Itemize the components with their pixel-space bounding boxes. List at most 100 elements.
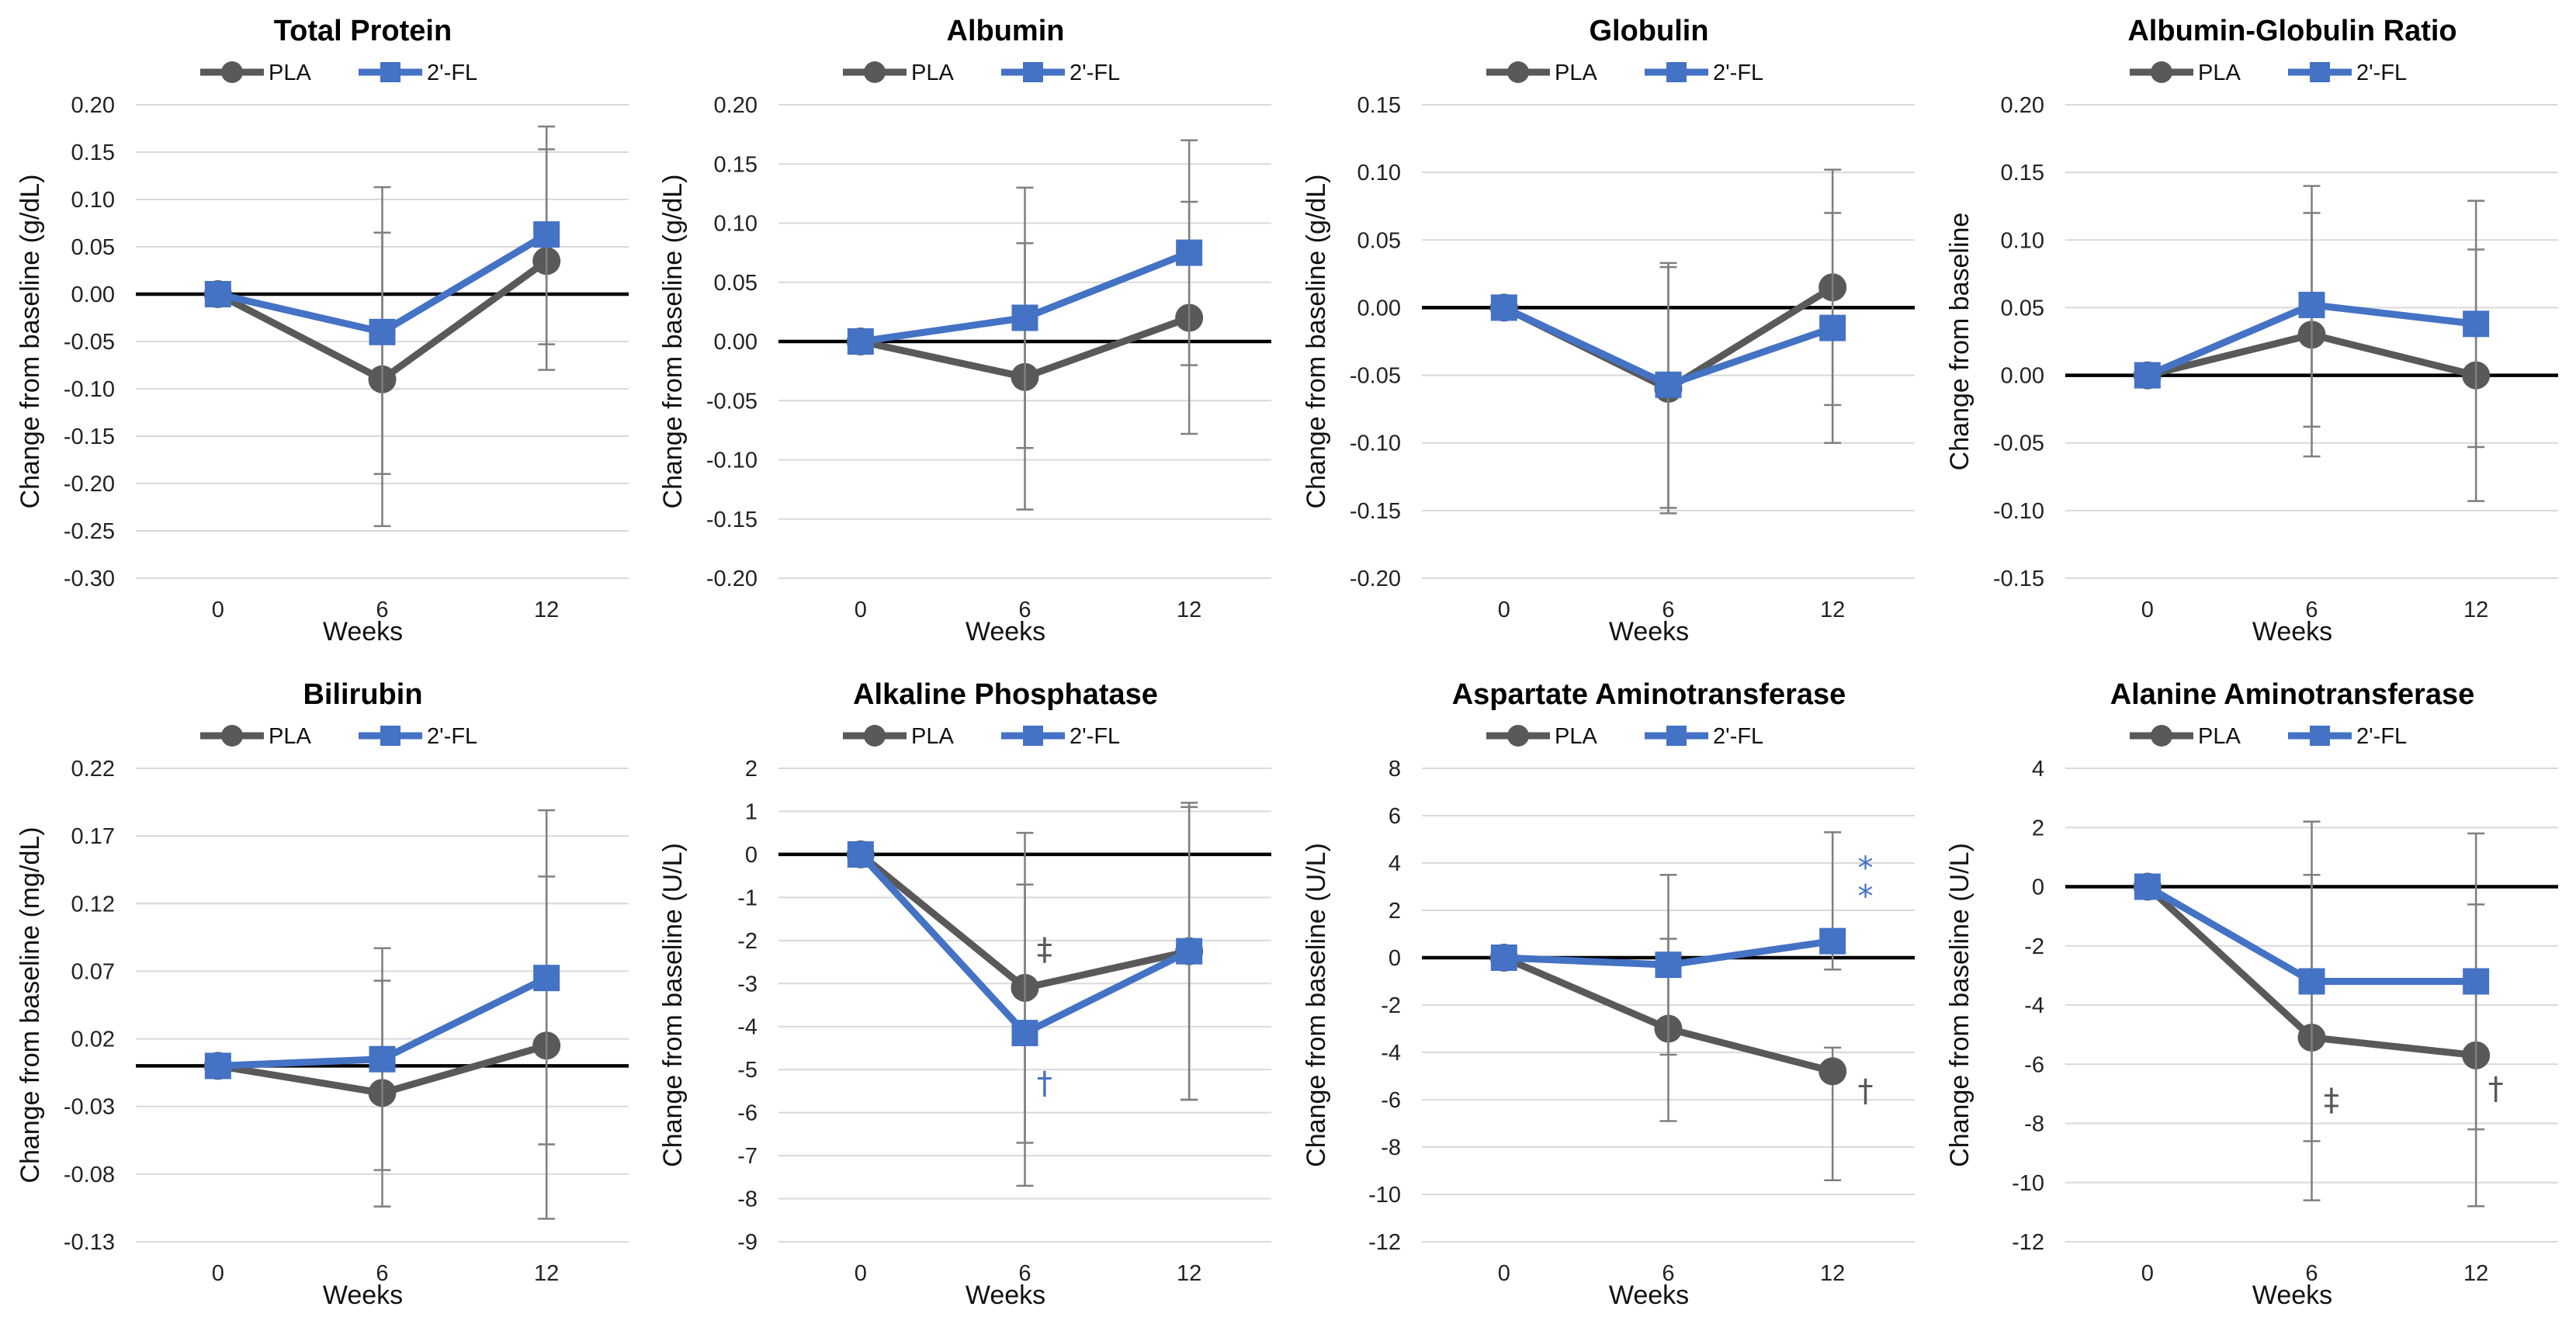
legend-entry-pla: PLA xyxy=(843,724,954,749)
y-tick-label: 0.02 xyxy=(71,1028,115,1052)
y-axis-title: Change from baseline (U/L) xyxy=(1302,843,1331,1167)
chart-panel-4: Albumin-Globulin Ratio PLA 2'-FL -0.15 -0.10… xyxy=(1945,15,2558,646)
y-tick-label: 8 xyxy=(1389,757,1401,782)
y-tick-label: 6 xyxy=(1389,804,1401,829)
data-point-fl-6 xyxy=(2298,968,2325,995)
legend-entry-pla: PLA xyxy=(2130,724,2241,749)
y-tick-label: 2 xyxy=(2032,816,2044,841)
y-tick-label: -4 xyxy=(2024,993,2044,1018)
legend-marker-fl xyxy=(380,62,400,82)
chart-title: Alkaline Phosphatase xyxy=(853,678,1158,711)
y-axis-title: Change from baseline (U/L) xyxy=(1945,843,1974,1167)
data-point-fl-6 xyxy=(1011,304,1038,331)
y-tick-label: -7 xyxy=(737,1144,758,1169)
x-tick-label: 12 xyxy=(1177,598,1201,622)
x-tick-label: 0 xyxy=(2141,1261,2154,1286)
y-tick-label: 0.00 xyxy=(2001,364,2044,389)
legend-entry-pla: PLA xyxy=(1486,724,1597,749)
legend-label-fl: 2'-FL xyxy=(2356,724,2407,749)
legend-marker-pla xyxy=(2151,725,2172,747)
chart-title: Alanine Aminotransferase xyxy=(2110,678,2475,711)
y-tick-label: 0.10 xyxy=(2001,228,2044,253)
x-tick-label: 6 xyxy=(376,1261,388,1286)
legend-marker-fl xyxy=(1023,726,1043,746)
legend-label-fl: 2'-FL xyxy=(1070,724,1120,749)
legend-label-pla: PLA xyxy=(1555,61,1597,85)
legend-label-fl: 2'-FL xyxy=(1713,61,1763,85)
legend-entry-fl: 2'-FL xyxy=(1645,61,1763,85)
x-tick-label: 0 xyxy=(855,598,867,622)
y-tick-label: 0.00 xyxy=(714,330,758,355)
y-tick-label: -2 xyxy=(737,929,758,954)
x-tick-label: 6 xyxy=(1662,598,1674,622)
y-tick-label: 0.15 xyxy=(2001,161,2044,185)
significance-marker: * xyxy=(1858,879,1874,915)
series-fl xyxy=(2134,820,2490,1142)
y-tick-label: 0.07 xyxy=(71,959,115,984)
significance-marker: ‡ xyxy=(1037,932,1052,968)
y-tick-label: -6 xyxy=(737,1101,758,1126)
data-point-fl-0 xyxy=(847,328,874,355)
legend-entry-pla: PLA xyxy=(200,724,311,749)
chart-panel-6: Alkaline Phosphatase PLA 2'-FL -9 -8 -7 -6 -5 -4… xyxy=(658,678,1271,1310)
x-axis-title: Weeks xyxy=(323,1281,403,1310)
y-tick-label: -6 xyxy=(2024,1052,2044,1077)
data-point-fl-6 xyxy=(369,318,396,345)
y-tick-label: -0.25 xyxy=(64,519,115,544)
x-tick-label: 12 xyxy=(1177,1261,1201,1286)
x-tick-label: 12 xyxy=(1820,598,1845,622)
data-point-fl-6 xyxy=(1655,371,1682,398)
legend-entry-pla: PLA xyxy=(843,61,954,85)
legend-marker-pla xyxy=(864,725,886,747)
data-point-fl-6 xyxy=(1655,951,1682,979)
x-tick-label: 6 xyxy=(1018,598,1031,622)
y-tick-label: 0.00 xyxy=(1357,296,1401,321)
legend-marker-pla xyxy=(1507,725,1529,747)
y-tick-label: -2 xyxy=(2024,934,2044,959)
legend-marker-fl xyxy=(1666,62,1687,82)
y-tick-label: 2 xyxy=(745,757,758,782)
series-fl xyxy=(1490,831,1846,1056)
y-axis-title: Change from baseline (g/dL) xyxy=(1302,175,1331,509)
legend-entry-fl: 2'-FL xyxy=(359,724,477,749)
series-fl xyxy=(204,125,560,476)
x-tick-label: 0 xyxy=(212,598,224,622)
y-tick-label: -0.10 xyxy=(706,449,758,473)
y-tick-label: 0.22 xyxy=(71,757,115,782)
legend-entry-pla: PLA xyxy=(2130,61,2241,85)
y-tick-label: -4 xyxy=(1381,1041,1401,1066)
y-tick-label: -0.10 xyxy=(64,377,115,402)
y-tick-label: -0.10 xyxy=(1993,499,2044,524)
legend-entry-pla: PLA xyxy=(200,61,311,85)
x-tick-label: 6 xyxy=(376,598,388,622)
x-tick-label: 12 xyxy=(534,598,559,622)
legend-label-fl: 2'-FL xyxy=(2356,61,2407,85)
y-tick-label: -8 xyxy=(737,1187,758,1212)
chart-panel-8: Alanine Aminotransferase PLA 2'-FL -12 -10 -8… xyxy=(1945,678,2558,1310)
legend-marker-fl xyxy=(2310,726,2330,746)
y-axis-title: Change from baseline (g/dL) xyxy=(658,175,688,509)
x-tick-label: 6 xyxy=(1018,1261,1031,1286)
data-point-fl-12 xyxy=(533,221,560,248)
legend-label-fl: 2'-FL xyxy=(1713,724,1763,749)
data-point-fl-6 xyxy=(369,1045,396,1073)
y-tick-label: -0.10 xyxy=(1350,432,1401,456)
legend-entry-fl: 2'-FL xyxy=(1001,724,1120,749)
legend-label-pla: PLA xyxy=(2198,61,2241,85)
data-point-fl-12 xyxy=(2463,310,2490,338)
legend-label-pla: PLA xyxy=(911,724,954,749)
series-fl xyxy=(2134,185,2490,449)
y-tick-label: 0.00 xyxy=(71,282,115,307)
y-tick-label: -0.15 xyxy=(1350,499,1401,524)
y-tick-label: 0.05 xyxy=(2001,296,2044,321)
series-fl xyxy=(1490,212,1846,509)
y-axis-title: Change from baseline (U/L) xyxy=(658,843,688,1167)
data-point-fl-12 xyxy=(1819,314,1846,341)
legend-label-pla: PLA xyxy=(1555,724,1597,749)
data-point-fl-6 xyxy=(2298,291,2325,318)
chart-panel-3: Globulin PLA 2'-FL -0.20 -0.15 -0.10 -0.05 0.00… xyxy=(1302,15,1915,646)
y-axis-title: Change from baseline (mg/dL) xyxy=(16,827,45,1183)
y-tick-label: 0 xyxy=(745,843,758,868)
data-point-fl-0 xyxy=(2134,873,2161,900)
x-tick-label: 12 xyxy=(1820,1261,1845,1286)
